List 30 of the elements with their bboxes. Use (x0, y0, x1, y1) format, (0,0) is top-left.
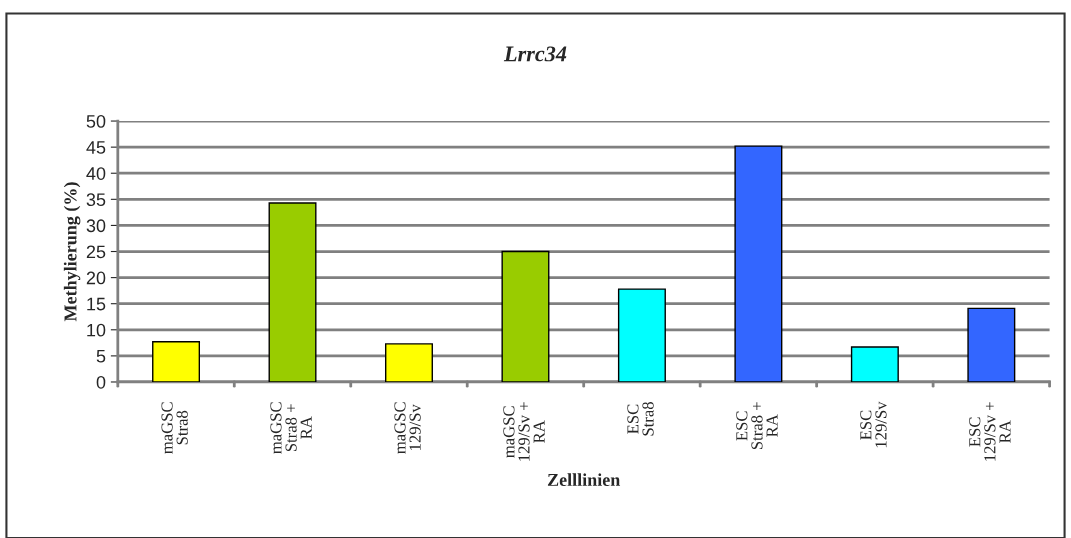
bar (734, 145, 783, 382)
bar (501, 250, 550, 382)
y-tick-label: 35 (86, 193, 106, 207)
y-tick-label: 50 (86, 114, 106, 128)
y-tick-label: 25 (86, 245, 106, 259)
x-tick-label: maGSC 129/Sv + RA (503, 402, 545, 461)
y-tick-label: 0 (96, 375, 106, 389)
y-tick-label: 30 (86, 219, 106, 233)
bar (384, 343, 433, 382)
y-tick-label: 10 (87, 323, 106, 337)
y-tick-label: 40 (86, 167, 106, 180)
bar (617, 288, 666, 382)
x-tick-label: maGSC 129/Sv (394, 402, 421, 454)
bar (850, 346, 899, 382)
y-tick-label: 45 (86, 141, 106, 154)
chart-title: Lrrc34 (503, 46, 567, 62)
x-tick-label: maGSC Stra8 + RA (270, 402, 312, 454)
y-tick-label: 20 (86, 271, 106, 285)
x-tick-label: ESC 129/Sv + RA (969, 402, 1011, 461)
x-tick-label: ESC Stra8 (627, 402, 654, 436)
x-tick-label: ESC 129/Sv (860, 401, 887, 448)
x-tick-label: maGSC Stra8 (161, 402, 188, 454)
y-tick-label: 15 (87, 297, 106, 311)
x-tick-label: ESC Stra8 + RA (736, 402, 778, 450)
bar (268, 202, 317, 382)
bar (967, 307, 1016, 382)
x-axis-title: Zelllinien (547, 473, 621, 487)
y-tick-label: 5 (96, 350, 106, 363)
y-axis-title: Methylierung (%) (63, 182, 81, 322)
bar (152, 341, 201, 382)
